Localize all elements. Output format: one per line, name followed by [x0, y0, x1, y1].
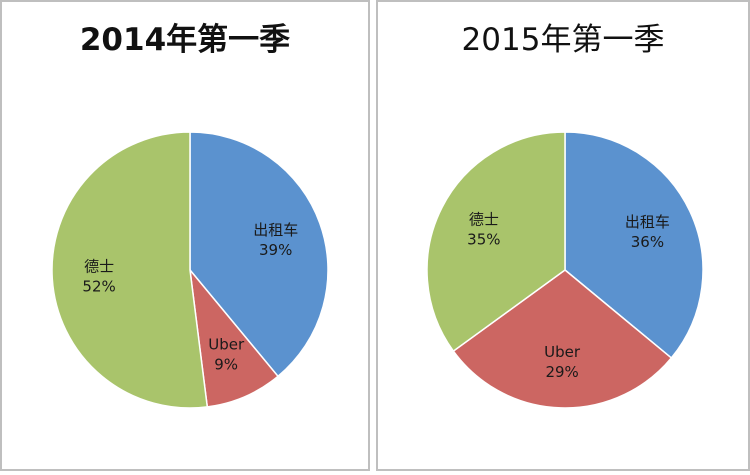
- chart-title-2014: 2014年第一季: [79, 22, 291, 58]
- slice-value-label: 39%: [259, 241, 292, 259]
- pie-slice-1-1: [452, 269, 673, 409]
- slice-name-label: Uber: [544, 343, 581, 361]
- slice-name-label: 德士: [84, 258, 114, 276]
- slice-value-label: 36%: [631, 233, 664, 251]
- pie-slice-0-0: [189, 131, 329, 378]
- pie-slice-1-0: [564, 131, 704, 360]
- chart-panel-2015: 2015年第一季 出租车 36% Uber 29% 德士 35%: [376, 0, 750, 471]
- pie-slice-0-2: [51, 131, 209, 409]
- slice-name-label: Uber: [208, 336, 245, 354]
- slice-name-label: 出租车: [625, 213, 670, 231]
- chart-panel-2014: 2014年第一季 出租车 39% Uber 9% 德士 52%: [0, 0, 370, 471]
- slice-name-label: 德士: [469, 211, 499, 229]
- slice-value-label: 35%: [467, 231, 500, 249]
- pie-chart-2015: 出租车 36% Uber 29% 德士 35%: [426, 131, 704, 409]
- slice-value-label: 9%: [214, 356, 238, 374]
- slice-value-label: 29%: [545, 363, 578, 381]
- slice-value-label: 52%: [82, 278, 115, 296]
- pie-chart-2014: 出租车 39% Uber 9% 德士 52%: [51, 131, 329, 409]
- slice-name-label: 出租车: [253, 221, 298, 239]
- chart-title-2015: 2015年第一季: [461, 22, 665, 58]
- pie-slice-1-2: [426, 131, 566, 353]
